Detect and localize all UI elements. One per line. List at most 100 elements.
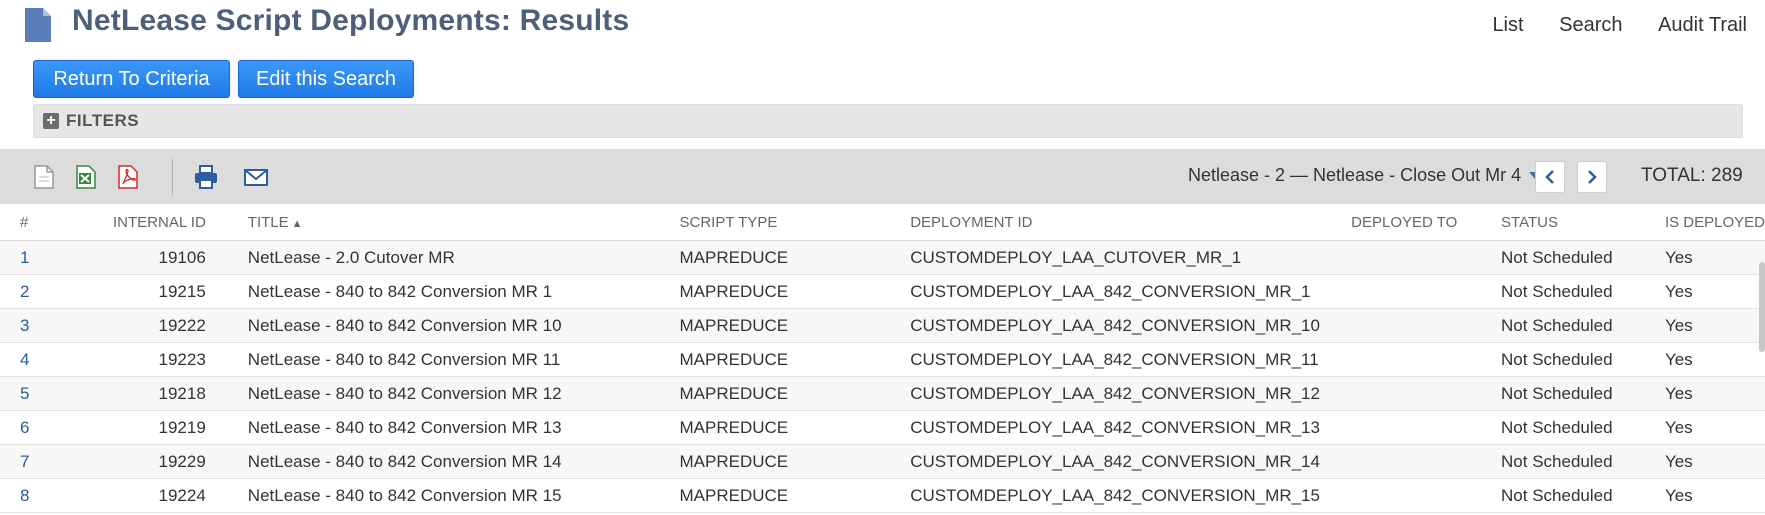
column-header-deployed-to[interactable]: DEPLOYED TO xyxy=(1351,204,1502,241)
export-csv-icon[interactable] xyxy=(30,163,58,191)
column-header-number[interactable]: # xyxy=(0,204,108,241)
print-icon[interactable] xyxy=(192,163,220,191)
return-to-criteria-button[interactable]: Return To Criteria xyxy=(33,60,230,98)
row-number-link[interactable]: 6 xyxy=(0,410,108,445)
document-icon xyxy=(25,8,51,42)
deployed-to-cell xyxy=(1351,274,1502,309)
column-header-script-type[interactable]: SCRIPT TYPE xyxy=(679,204,911,241)
audit-trail-link[interactable]: Audit Trail xyxy=(1658,14,1747,36)
column-header-title[interactable]: TITLE ▲ xyxy=(205,204,680,241)
table-row[interactable]: 1 19106 NetLease - 2.0 Cutover MR MAPREDUCE… xyxy=(0,240,1765,275)
table-row[interactable]: 6 19219 NetLease - 840 to 842 Conversion M… xyxy=(0,410,1765,445)
status-cell: Not Scheduled xyxy=(1501,376,1665,411)
search-link[interactable]: Search xyxy=(1559,14,1623,36)
internal-id-cell: 19106 xyxy=(107,240,206,275)
script-type-cell: MAPREDUCE xyxy=(679,274,911,309)
deployed-to-cell xyxy=(1351,478,1502,513)
export-excel-icon[interactable] xyxy=(72,163,100,191)
table-row[interactable]: 2 19215 NetLease - 840 to 842 Conversion M… xyxy=(0,274,1765,309)
internal-id-cell: 19215 xyxy=(107,274,206,309)
deployed-to-cell xyxy=(1351,342,1502,377)
script-type-cell: MAPREDUCE xyxy=(679,478,911,513)
column-header-internal-id[interactable]: INTERNAL ID xyxy=(107,204,206,241)
table-row[interactable]: 7 19229 NetLease - 840 to 842 Conversion M… xyxy=(0,444,1765,479)
chevron-right-icon xyxy=(1588,170,1597,184)
export-pdf-icon[interactable] xyxy=(114,163,142,191)
deployment-id-cell: CUSTOMDEPLOY_LAA_842_CONVERSION_MR_11 xyxy=(910,342,1352,377)
vertical-scrollbar[interactable] xyxy=(1759,262,1765,352)
deployment-id-cell: CUSTOMDEPLOY_LAA_842_CONVERSION_MR_10 xyxy=(910,308,1352,343)
status-cell: Not Scheduled xyxy=(1501,478,1665,513)
total-count: TOTAL: 289 xyxy=(1641,165,1743,186)
results-toolbar: Netlease - 2 — Netlease - Close Out Mr 4… xyxy=(0,149,1765,204)
deployed-to-cell xyxy=(1351,376,1502,411)
row-number-link[interactable]: 3 xyxy=(0,308,108,343)
internal-id-cell: 19229 xyxy=(107,444,206,479)
edit-search-button[interactable]: Edit this Search xyxy=(238,60,414,98)
row-number-link[interactable]: 2 xyxy=(0,274,108,309)
page-range-select[interactable]: Netlease - 2 — Netlease - Close Out Mr 4 xyxy=(1188,165,1544,186)
deployment-id-cell: CUSTOMDEPLOY_LAA_842_CONVERSION_MR_12 xyxy=(910,376,1352,411)
email-icon[interactable] xyxy=(242,163,270,191)
is-deployed-cell: Yes xyxy=(1664,376,1765,411)
script-type-cell: MAPREDUCE xyxy=(679,240,911,275)
title-cell: NetLease - 840 to 842 Conversion MR 10 xyxy=(205,308,680,343)
status-cell: Not Scheduled xyxy=(1501,410,1665,445)
status-cell: Not Scheduled xyxy=(1501,308,1665,343)
filters-label: FILTERS xyxy=(66,111,140,130)
next-page-button[interactable] xyxy=(1577,161,1607,193)
title-cell: NetLease - 840 to 842 Conversion MR 14 xyxy=(205,444,680,479)
column-header-is-deployed[interactable]: IS DEPLOYED xyxy=(1664,204,1765,241)
deployment-id-cell: CUSTOMDEPLOY_LAA_842_CONVERSION_MR_14 xyxy=(910,444,1352,479)
top-links: List Search Audit Trail xyxy=(1462,14,1747,37)
deployed-to-cell xyxy=(1351,410,1502,445)
row-number-link[interactable]: 8 xyxy=(0,478,108,513)
title-cell: NetLease - 840 to 842 Conversion MR 13 xyxy=(205,410,680,445)
row-number-link[interactable]: 5 xyxy=(0,376,108,411)
is-deployed-cell: Yes xyxy=(1664,410,1765,445)
is-deployed-cell: Yes xyxy=(1664,444,1765,479)
row-number-link[interactable]: 7 xyxy=(0,444,108,479)
script-type-cell: MAPREDUCE xyxy=(679,444,911,479)
deployed-to-cell xyxy=(1351,308,1502,343)
table-row[interactable]: 8 19224 NetLease - 840 to 842 Conversion M… xyxy=(0,478,1765,513)
chevron-left-icon xyxy=(1545,170,1554,184)
list-link[interactable]: List xyxy=(1492,14,1524,36)
column-header-deployment-id[interactable]: DEPLOYMENT ID xyxy=(910,204,1352,241)
table-row[interactable]: 4 19223 NetLease - 840 to 842 Conversion M… xyxy=(0,342,1765,377)
internal-id-cell: 19219 xyxy=(107,410,206,445)
table-row[interactable]: 5 19218 NetLease - 840 to 842 Conversion M… xyxy=(0,376,1765,411)
filters-panel[interactable]: + FILTERS xyxy=(33,104,1743,138)
title-cell: NetLease - 840 to 842 Conversion MR 15 xyxy=(205,478,680,513)
internal-id-cell: 19222 xyxy=(107,308,206,343)
script-type-cell: MAPREDUCE xyxy=(679,410,911,445)
internal-id-cell: 19224 xyxy=(107,478,206,513)
table-header-row: # INTERNAL ID TITLE ▲ SCRIPT TYPE DEPLOYM… xyxy=(0,204,1765,241)
status-cell: Not Scheduled xyxy=(1501,342,1665,377)
status-cell: Not Scheduled xyxy=(1501,240,1665,275)
is-deployed-cell: Yes xyxy=(1664,308,1765,343)
is-deployed-cell: Yes xyxy=(1664,478,1765,513)
internal-id-cell: 19218 xyxy=(107,376,206,411)
deployment-id-cell: CUSTOMDEPLOY_LAA_842_CONVERSION_MR_15 xyxy=(910,478,1352,513)
row-number-link[interactable]: 1 xyxy=(0,240,108,275)
is-deployed-cell: Yes xyxy=(1664,342,1765,377)
status-cell: Not Scheduled xyxy=(1501,274,1665,309)
deployed-to-cell xyxy=(1351,240,1502,275)
script-type-cell: MAPREDUCE xyxy=(679,342,911,377)
is-deployed-cell: Yes xyxy=(1664,240,1765,275)
expand-plus-icon[interactable]: + xyxy=(43,113,59,129)
previous-page-button[interactable] xyxy=(1535,161,1565,193)
column-header-title-label: TITLE xyxy=(247,213,289,231)
is-deployed-cell: Yes xyxy=(1664,274,1765,309)
column-header-status[interactable]: STATUS xyxy=(1501,204,1665,241)
table-row[interactable]: 3 19222 NetLease - 840 to 842 Conversion M… xyxy=(0,308,1765,343)
row-number-link[interactable]: 4 xyxy=(0,342,108,377)
sort-ascending-icon: ▲ xyxy=(291,217,303,230)
deployment-id-cell: CUSTOMDEPLOY_LAA_CUTOVER_MR_1 xyxy=(910,240,1352,275)
title-cell: NetLease - 840 to 842 Conversion MR 12 xyxy=(205,376,680,411)
script-type-cell: MAPREDUCE xyxy=(679,308,911,343)
results-table: # INTERNAL ID TITLE ▲ SCRIPT TYPE DEPLOYM… xyxy=(0,204,1765,513)
page-header: NetLease Script Deployments: Results Lis… xyxy=(0,0,1765,50)
title-cell: NetLease - 2.0 Cutover MR xyxy=(205,240,680,275)
